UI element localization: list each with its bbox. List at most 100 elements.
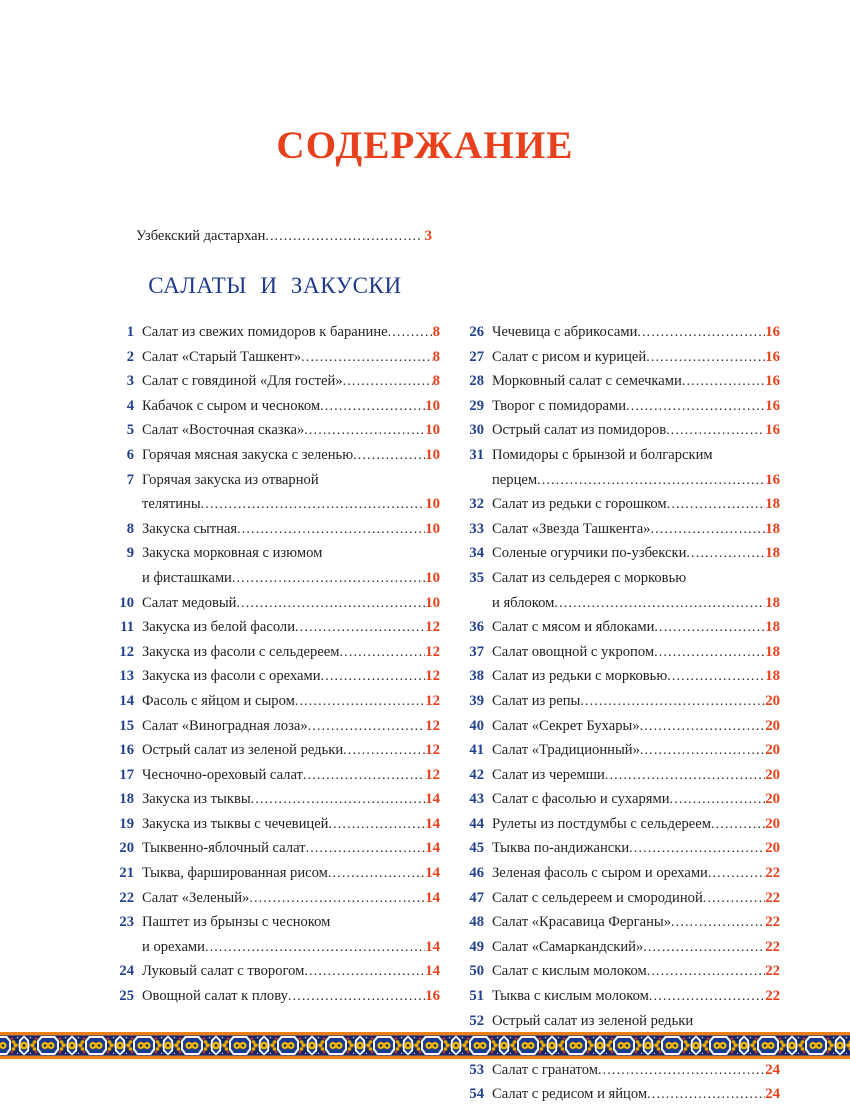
toc-entry[interactable]: 8 Закуска сытная ........................… [112,521,440,546]
toc-entry[interactable]: 18 Закуска из тыквы .....................… [112,791,440,816]
entry-page-number: 10 [425,446,440,463]
entry-body: Салат с говядиной «Для гостей» .........… [142,373,440,390]
toc-entry[interactable]: 10 Салат медовый ........................… [112,595,440,620]
toc-entry[interactable]: 5 Салат «Восточная сказка» ..............… [112,422,440,447]
toc-entry[interactable]: 19 Закуска из тыквы с чечевицей .........… [112,816,440,841]
toc-entry[interactable]: 15 Салат «Виноградная лоза» .............… [112,718,440,743]
toc-entry[interactable]: 52 Острый салат из зеленой редьки [462,1013,780,1038]
dot-leader: ........................................… [342,374,433,390]
section-heading-salads: САЛАТЫ И ЗАКУСКИ [148,273,402,298]
entry-body: Горячая закуска из отварной [142,472,440,489]
entry-page-number: 16 [765,373,780,390]
toc-entry[interactable]: 44 Рулеты из постдумбы с сельдереем .....… [462,816,780,841]
dot-leader: ........................................… [669,792,766,808]
toc-entry[interactable]: 20 Тыквенно-яблочный салат ..............… [112,840,440,865]
toc-entry[interactable]: 37 Салат овощной с укропом ..............… [462,644,780,669]
toc-entry[interactable]: 54 Салат с редисом и яйцом ..............… [462,1086,780,1111]
toc-entry[interactable]: 12 Закуска из фасоли с сельдереем .......… [112,644,440,669]
toc-column-left: 1 Салат из свежих помидоров к баранине ..… [112,324,440,1013]
entry-body: Закуска из тыквы с чечевицей ...........… [142,816,440,833]
toc-entry[interactable]: 48 Салат «Красавица Ферганы» ............… [462,914,780,939]
entry-page-number: 18 [765,520,780,537]
entry-number: 51 [469,988,484,1005]
entry-page-number: 16 [765,397,780,414]
entry-body: Салат «Звезда Ташкента» ................… [492,521,780,538]
toc-entry-continuation[interactable]: 23и орехами ............................… [112,939,440,964]
toc-entry-continuation[interactable]: 7телятины ..............................… [112,496,440,521]
toc-entry[interactable]: 11 Закуска из белой фасоли ..............… [112,619,440,644]
toc-entry-intro[interactable]: Узбекский дастархан ....................… [136,228,432,245]
toc-column-right: 26 Чечевица с абрикосами ................… [462,324,780,1111]
toc-entry-continuation[interactable]: 31перцем ...............................… [462,472,780,497]
dot-leader: ........................................… [650,521,765,537]
entry-page-number: 3 [424,228,433,244]
uzbek-floral-border-ornament [0,1032,850,1059]
toc-entry[interactable]: 30 Острый салат из помидоров ............… [462,422,780,447]
entry-body: Салат с рисом и курицей ................… [492,349,780,366]
toc-entry[interactable]: 4 Кабачок с сыром и чесноком ............… [112,398,440,423]
entry-body: и яблоком ..............................… [492,595,780,612]
dot-leader: ........................................… [702,890,766,906]
toc-entry[interactable]: 28 Морковный салат с семечками ..........… [462,373,780,398]
entry-body: Чесночно-ореховый салат ................… [142,767,440,784]
toc-entry[interactable]: 35 Салат из сельдерея с морковью [462,570,780,595]
entry-body: Салат с кислым молоком .................… [492,963,780,980]
toc-entry[interactable]: 50 Салат с кислым молоком ...............… [462,963,780,988]
dot-leader: ........................................… [287,989,425,1005]
toc-entry[interactable]: 45 Тыква по-андижански ..................… [462,840,780,865]
toc-entry[interactable]: 24 Луковый салат с творогом .............… [112,963,440,988]
toc-entry-continuation[interactable]: 9и фисташками ..........................… [112,570,440,595]
entry-page-number: 20 [765,742,780,759]
toc-entry[interactable]: 31 Помидоры с брынзой и болгарским [462,447,780,472]
toc-entry[interactable]: 49 Салат «Самаркандский» ................… [462,939,780,964]
toc-entry[interactable]: 46 Зеленая фасоль с сыром и орехами .....… [462,865,780,890]
toc-entry[interactable]: 1 Салат из свежих помидоров к баранине ..… [112,324,440,349]
toc-entry[interactable]: 53 Салат с гранатом .....................… [462,1062,780,1087]
toc-entry[interactable]: 3 Салат с говядиной «Для гостей» ........… [112,373,440,398]
toc-entry[interactable]: 2 Салат «Старый Ташкент» ................… [112,349,440,374]
toc-entry[interactable]: 34 Соленые огурчики по-узбекски .........… [462,545,780,570]
entry-body: Закуска из фасоли с сельдереем .........… [142,644,440,661]
entry-title: Острый салат из зеленой редьки [492,1012,694,1029]
entry-body: Кабачок с сыром и чесноком .............… [142,398,440,415]
toc-entry[interactable]: 42 Салат из черемши .....................… [462,767,780,792]
entry-body: Тыква по-андижански ....................… [492,840,780,857]
entry-body: Закуска сытная .........................… [142,521,440,538]
toc-entry[interactable]: 51 Тыква с кислым молоком ...............… [462,988,780,1013]
entry-title: Закуска морковная с изюмом [142,545,323,562]
toc-entry[interactable]: 25 Овощной салат к плову ................… [112,988,440,1013]
toc-entry[interactable]: 47 Салат с сельдереем и смородиной ......… [462,890,780,915]
toc-entry[interactable]: 41 Салат «Традиционный» .................… [462,742,780,767]
entry-body: Зеленая фасоль с сыром и орехами .......… [492,865,780,882]
toc-entry[interactable]: 32 Салат из редьки с горошком ...........… [462,496,780,521]
entry-body: Острый салат из зеленой редьки [492,1013,780,1030]
toc-entry[interactable]: 23 Паштет из брынзы с чесноком [112,914,440,939]
toc-entry[interactable]: 38 Салат из редьки с морковью ...........… [462,668,780,693]
toc-entry[interactable]: 14 Фасоль с яйцом и сыром ...............… [112,693,440,718]
entry-title: Закуска сытная [142,520,238,537]
entry-number: 22 [119,889,134,906]
entry-title: Фасоль с яйцом и сыром [142,692,295,709]
entry-page-number: 12 [425,643,440,660]
entry-body: Салат с гранатом .......................… [492,1062,780,1079]
toc-entry-continuation[interactable]: 35и яблоком ............................… [462,595,780,620]
toc-entry[interactable]: 7 Горячая закуска из отварной [112,472,440,497]
toc-entry[interactable]: 6 Горячая мясная закуска с зеленью ......… [112,447,440,472]
entry-body: Салат «Красавица Ферганы» ..............… [492,914,780,931]
toc-entry[interactable]: 26 Чечевица с абрикосами ................… [462,324,780,349]
toc-entry[interactable]: 17 Чесночно-ореховый салат ..............… [112,767,440,792]
toc-entry[interactable]: 16 Острый салат из зеленой редьки .......… [112,742,440,767]
toc-entry[interactable]: 39 Салат из репы ........................… [462,693,780,718]
toc-entry[interactable]: 9 Закуска морковная с изюмом [112,545,440,570]
toc-entry[interactable]: 13 Закуска из фасоли с орехами ..........… [112,668,440,693]
entry-title: Тыква с кислым молоком [492,988,649,1005]
toc-entry[interactable]: 33 Салат «Звезда Ташкента» ..............… [462,521,780,546]
toc-entry[interactable]: 27 Салат с рисом и курицей ..............… [462,349,780,374]
toc-entry[interactable]: 22 Салат «Зеленый» ......................… [112,890,440,915]
entry-title: Салат из черемши [492,766,605,783]
toc-entry[interactable]: 43 Салат с фасолью и сухарями ...........… [462,791,780,816]
toc-entry[interactable]: 40 Салат «Секрет Бухары» ................… [462,718,780,743]
toc-entry[interactable]: 29 Творог с помидорами ..................… [462,398,780,423]
toc-entry[interactable]: 21 Тыква, фаршированная рисом ...........… [112,865,440,890]
toc-entry[interactable]: 36 Салат с мясом и яблоками .............… [462,619,780,644]
